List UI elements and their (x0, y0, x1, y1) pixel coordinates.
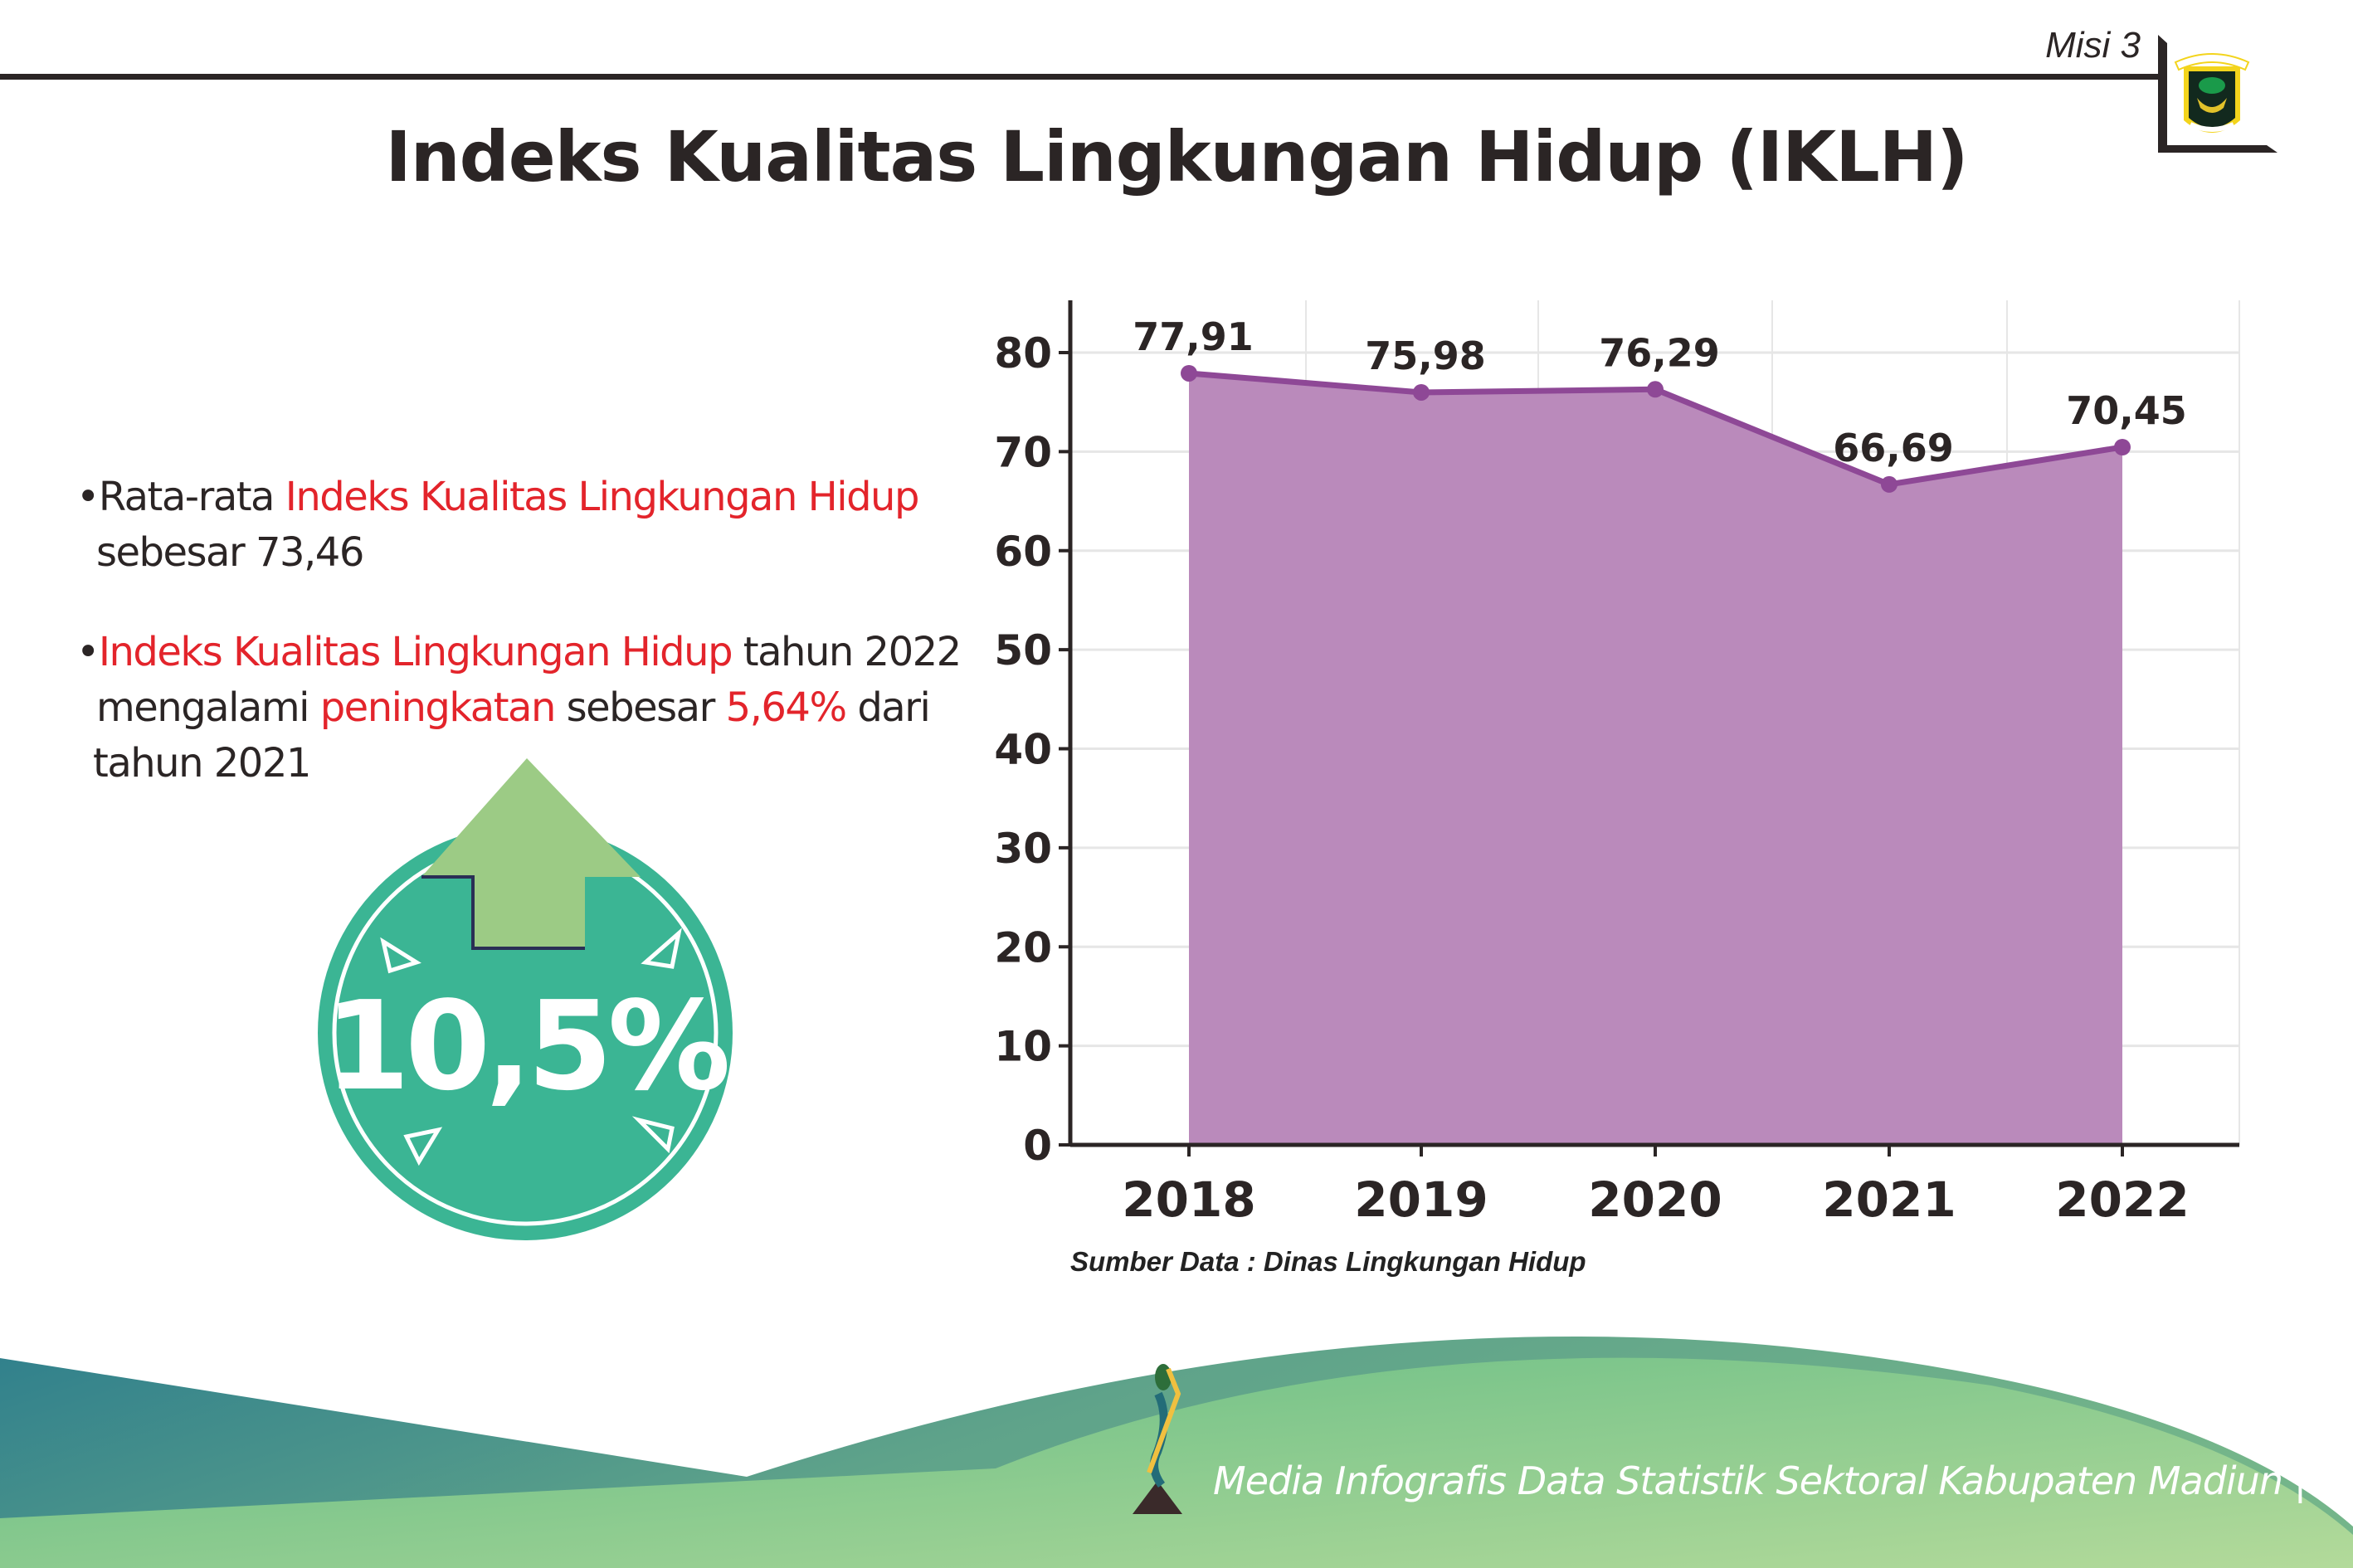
bullet-average: •Rata-rata Indeks Kualitas Lingkungan Hi… (76, 470, 920, 581)
y-tick-label: 60 (994, 528, 1052, 576)
bullet-dot: • (76, 629, 100, 675)
bullet-highlight: peningkatan (319, 684, 557, 731)
bullet-text: tahun 2022 (732, 629, 962, 675)
header-rule (0, 74, 2167, 80)
growth-badge (318, 758, 733, 1240)
bullet-text: mengalami (96, 684, 320, 731)
x-tick-label: 2020 (1588, 1171, 1722, 1228)
data-label: 70,45 (2066, 388, 2187, 433)
y-tick-label: 40 (994, 726, 1052, 774)
arrow-up-icon (421, 758, 641, 950)
madiun-crest-logo (2174, 53, 2250, 133)
bullet-text: tahun 2021 (93, 740, 311, 786)
y-tick-label: 20 (994, 923, 1052, 971)
y-tick-label: 80 (994, 329, 1052, 377)
footer-tagline: Media Infografis Data Statistik Sektoral… (1213, 1458, 2307, 1503)
data-point (1881, 475, 1898, 493)
data-point (1413, 383, 1430, 401)
bullet-highlight: 5,64% (725, 684, 847, 731)
bullet-text: sebesar 73,46 (96, 529, 364, 576)
bullet-text: •Rata-rata (76, 474, 285, 520)
source-note: Sumber Data : Dinas Lingkungan Hidup (1070, 1246, 1586, 1277)
header-frame (0, 35, 2277, 153)
sparkle-icons (380, 928, 682, 1166)
data-point (2114, 439, 2131, 456)
page-title: Indeks Kualitas Lingkungan Hidup (IKLH) (385, 116, 1969, 197)
x-tick-label: 2019 (1354, 1171, 1488, 1228)
badge-value: 10,5% (324, 975, 730, 1118)
data-label: 77,91 (1133, 314, 1254, 359)
iklh-area-chart: 77,91 75,98 76,29 66,69 70,45 0 10 20 30 40 50 60 70… (994, 300, 2240, 1228)
x-tick-label: 2022 (2055, 1171, 2189, 1228)
y-tick-label: 0 (1023, 1122, 1052, 1170)
y-tick-label: 70 (994, 428, 1052, 476)
data-point (1647, 381, 1664, 398)
data-label: 66,69 (1833, 426, 1954, 470)
bullet-text: sebesar (554, 684, 726, 731)
bullet-increase: •Indeks Kualitas Lingkungan Hidup tahun … (76, 625, 962, 791)
bullet-highlight: Indeks Kualitas Lingkungan Hidup (285, 474, 920, 520)
mission-label: Misi 3 (2045, 25, 2141, 66)
data-point (1181, 364, 1197, 382)
bullet-highlight: Indeks Kualitas Lingkungan Hidup (98, 629, 733, 675)
badge-circle (318, 825, 733, 1240)
data-label: 76,29 (1599, 330, 1720, 375)
y-tick-label: 50 (994, 626, 1052, 674)
infographic-mascot-logo (1133, 1364, 1182, 1514)
area-fill (1189, 373, 2122, 1146)
x-tick-label: 2018 (1122, 1171, 1255, 1228)
y-tick-label: 10 (994, 1023, 1052, 1071)
footer-wave (0, 1337, 2353, 1568)
data-label: 75,98 (1365, 334, 1486, 378)
x-tick-label: 2021 (1822, 1171, 1956, 1228)
bullet-text: dari (845, 684, 930, 731)
y-tick-label: 30 (994, 825, 1052, 873)
